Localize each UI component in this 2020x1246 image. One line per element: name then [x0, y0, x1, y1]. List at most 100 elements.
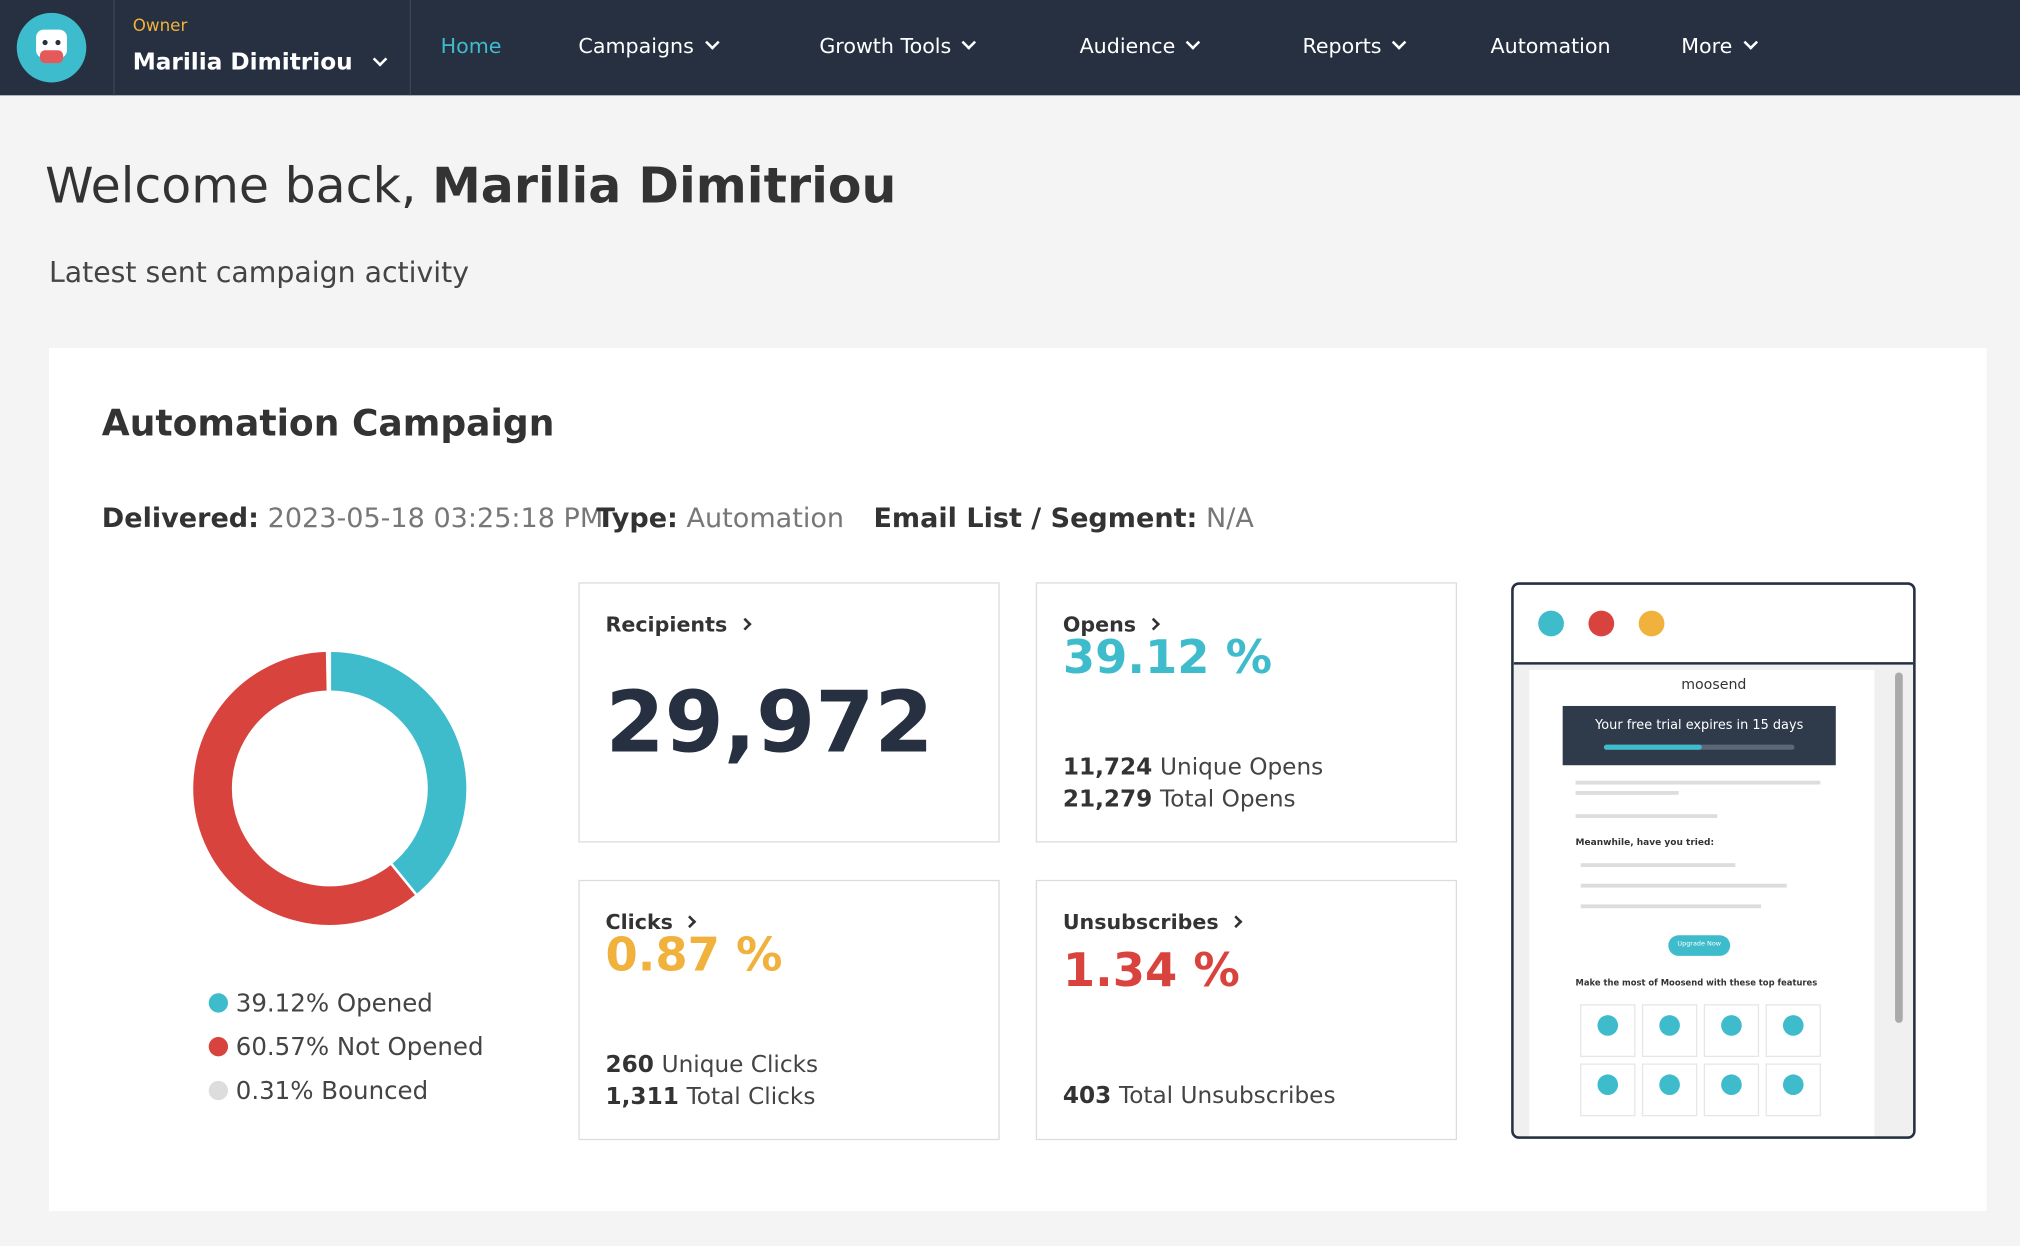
user-menu-chevron[interactable] [372, 51, 388, 67]
meta-value: N/A [1205, 502, 1254, 534]
legend-swatch [208, 1037, 229, 1057]
feature-icon [1659, 1074, 1680, 1096]
meta-item: Type: Automation [596, 502, 844, 533]
nav-label: Growth Tools [819, 33, 952, 58]
legend-item: 60.57% Not Opened [208, 1033, 484, 1062]
preview-banner: Your free trial expires in 15 days [1595, 718, 1804, 734]
chevron [683, 915, 697, 929]
nav-item[interactable]: Growth Tools [819, 33, 977, 58]
legend-label: 39.12% Opened [235, 989, 433, 1018]
stat-title[interactable]: Unsubscribes [1062, 909, 1243, 934]
meta-label: Type: [596, 502, 678, 534]
chevron [1743, 35, 1758, 50]
stat-title-text: Unsubscribes [1062, 909, 1219, 934]
nav-item[interactable]: More [1681, 33, 1758, 58]
segment-gap [389, 862, 418, 897]
nav-label: Reports [1302, 33, 1382, 58]
preview-brand: moosend [1681, 676, 1747, 694]
chevron [704, 35, 720, 50]
greeting: Welcome back, [45, 157, 417, 214]
preview-tried: Meanwhile, have you tried: [1575, 837, 1715, 848]
stat-line: 1,311 Total Clicks [605, 1083, 815, 1110]
stat-line: 403 Total Unsubscribes [1063, 1082, 1336, 1109]
legend-label: 0.31% Bounced [235, 1076, 429, 1106]
stat-card[interactable]: Clicks 0.87 % 260 Unique Clicks 1,311 Total C… [578, 879, 1000, 1141]
chevron [738, 617, 751, 631]
meta-label: Delivered: [101, 502, 260, 534]
nav-label: Campaigns [578, 33, 694, 58]
top-nav: Owner Marilia Dimitriou Home Campaigns Gro… [0, 0, 2020, 96]
nav-item[interactable]: Audience [1079, 33, 1201, 58]
legend-item: 0.31% Bounced [208, 1076, 429, 1106]
feature-icon [1721, 1015, 1742, 1036]
chevron [1229, 915, 1243, 929]
stat-card[interactable]: Recipients 29,972 [578, 582, 1000, 843]
stat-count: 1,311 [605, 1083, 679, 1111]
stat-count: 21,279 [1062, 785, 1153, 813]
legend-swatch [208, 1080, 229, 1101]
role: Owner [132, 16, 188, 37]
feature-icon [1782, 1015, 1804, 1036]
nav-item[interactable]: Campaigns [578, 33, 720, 58]
stat-value: 1.34 % [1062, 944, 1240, 998]
stat-card[interactable]: Opens 39.12 % 11,724 Unique Opens 21,279 Tota… [1035, 582, 1458, 843]
preview-features: Make the most of Moosend with these top … [1575, 977, 1818, 989]
meta-item: Email List / Segment: N/A [873, 502, 1253, 533]
preview-button: Upgrade Now [1677, 940, 1722, 949]
stat-value: 29,972 [605, 673, 934, 773]
email-preview[interactable]: moosend Your free trial expires in 15 da… [1511, 582, 1916, 1139]
welcome: Welcome back, Marilia Dimitriou [45, 157, 896, 214]
nav-item[interactable]: Reports [1302, 33, 1407, 58]
legend-label: 60.57% Not Opened [235, 1033, 484, 1062]
stat-title[interactable]: Recipients [605, 612, 751, 636]
feature-tile [1765, 1004, 1821, 1058]
nav-item[interactable]: Home [441, 33, 502, 57]
feature-icon [1782, 1074, 1804, 1096]
nav-label: Home [440, 33, 502, 58]
meta-label: Email List / Segment: [873, 502, 1198, 534]
logo[interactable] [15, 12, 87, 84]
feature-tile [1580, 1063, 1636, 1117]
donut-segment [329, 651, 467, 895]
chevron [1147, 617, 1160, 631]
stat-title[interactable]: Clicks [605, 909, 697, 934]
nav-label: More [1681, 33, 1733, 58]
stat-count: 260 [605, 1051, 654, 1079]
donut-segment [193, 651, 417, 925]
chevron [1392, 35, 1407, 50]
preview-frame [1513, 610, 1914, 1137]
feature-icon [1659, 1015, 1680, 1036]
stat-text: Unique Clicks [661, 1051, 819, 1079]
subtitle: Latest sent campaign activity [48, 257, 470, 290]
stat-title-text: Opens [1062, 611, 1137, 637]
stat-title-text: Clicks [605, 909, 673, 934]
stat-title[interactable]: Opens [1062, 611, 1160, 637]
legend-item: 39.12% Opened [208, 989, 433, 1018]
chevron [1186, 35, 1201, 50]
stat-count: 11,724 [1062, 753, 1153, 781]
feature-icon [1597, 1074, 1619, 1096]
feature-icon [1721, 1074, 1742, 1096]
stat-line: 260 Unique Clicks [605, 1051, 818, 1078]
stat-count: 403 [1062, 1082, 1112, 1110]
segment-gap [325, 650, 330, 692]
meta-item: Delivered: 2023-05-18 03:25:18 PM [102, 502, 603, 533]
campaign-title: Automation Campaign [101, 401, 555, 445]
stat-text: Total Clicks [686, 1083, 816, 1111]
feature-icon [1597, 1015, 1619, 1036]
user-name[interactable]: Marilia Dimitriou [132, 48, 353, 77]
stat-value: 39.12 % [1062, 631, 1273, 685]
stat-text: Total Opens [1160, 785, 1296, 813]
stat-text: Unique Opens [1160, 753, 1324, 781]
chevron [962, 35, 977, 50]
stat-text: Total Unsubscribes [1118, 1082, 1336, 1110]
nav-label: Audience [1079, 33, 1176, 58]
nav-item[interactable]: Automation [1491, 33, 1611, 57]
stat-line: 21,279 Total Opens [1063, 786, 1296, 813]
welcome-name: Marilia Dimitriou [432, 157, 897, 214]
stat-card[interactable]: Unsubscribes 1.34 % 403 Total Unsubscribes [1035, 879, 1458, 1141]
donut [193, 650, 467, 925]
meta-value: 2023-05-18 03:25:18 PM [267, 502, 604, 534]
